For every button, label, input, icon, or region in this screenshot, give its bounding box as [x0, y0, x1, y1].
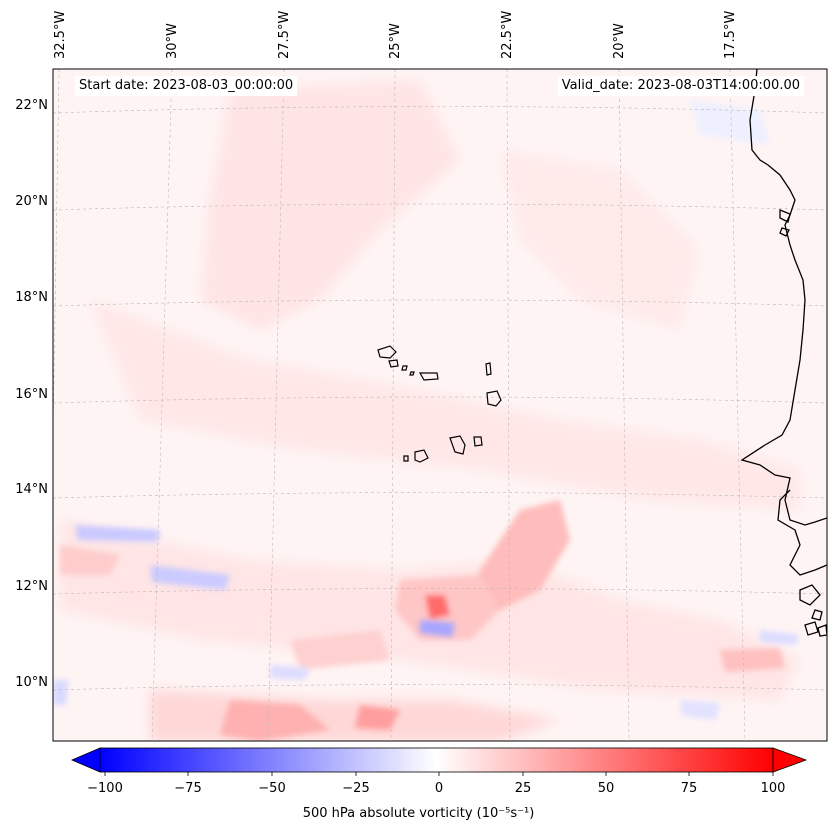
africa-coast [779, 209, 791, 223]
colorbar-tick-label: −50 [258, 781, 286, 796]
colorbar-tick-label: 25 [514, 781, 532, 796]
africa-coast [777, 489, 827, 576]
africa-coast [740, 69, 827, 526]
lat-label: 10°N [15, 675, 48, 690]
valid-date-label: Valid_date: 2023-08-03T14:00:00.00 [557, 76, 804, 96]
africa-coast [811, 609, 823, 621]
vorticity-negative [53, 680, 68, 705]
lon-label: 27.5°W [277, 10, 292, 59]
colorbar-tick-label: 75 [680, 781, 698, 796]
vorticity-negative [270, 665, 310, 680]
vorticity-negative [680, 700, 720, 720]
vorticity-positive [220, 700, 330, 741]
vorticity-band [90, 300, 800, 510]
vorticity-negative [150, 565, 230, 590]
cape-verde-islands [377, 345, 502, 463]
colorbar-tick-label: 0 [434, 781, 444, 796]
vorticity-negative [420, 620, 455, 637]
africa-coast [804, 621, 819, 636]
meridian [267, 69, 285, 741]
parallel [53, 492, 827, 499]
island [388, 359, 399, 368]
lat-label: 16°N [15, 387, 48, 402]
africa-coast [779, 227, 790, 237]
colorbar-tick-label: 50 [597, 781, 615, 796]
lat-label: 20°N [15, 194, 48, 209]
colorbar-low-extension [70, 747, 101, 773]
start-date-label: Start date: 2023-08-03_00:00:00 [75, 76, 298, 96]
vorticity-positive [290, 630, 390, 670]
lat-label: 18°N [15, 290, 48, 305]
parallel [53, 684, 827, 691]
island [418, 372, 439, 381]
island [485, 362, 492, 376]
coastline [740, 69, 827, 637]
colorbar-label: 500 hPa absolute vorticity (10⁻⁵s⁻¹) [302, 806, 535, 821]
africa-coast [799, 584, 821, 606]
colorbar-tick-label: −75 [174, 781, 202, 796]
island [377, 345, 397, 359]
colorbar [70, 747, 808, 776]
island [449, 435, 466, 455]
parallel [53, 588, 827, 595]
island [414, 449, 429, 463]
island [401, 365, 408, 371]
lon-label: 17.5°W [723, 10, 738, 59]
lon-label: 30°W [165, 23, 180, 59]
parallel [53, 106, 827, 114]
meridian [151, 69, 173, 741]
lon-label: 20°W [612, 23, 627, 59]
colorbar-body [99, 747, 774, 773]
map-frame [52, 68, 828, 742]
island [409, 371, 415, 376]
vorticity-band [200, 80, 460, 330]
graticule [53, 69, 827, 741]
colorbar-tick-label: 100 [760, 781, 786, 796]
vorticity-negative [690, 100, 770, 145]
island [473, 436, 483, 447]
colorbar-high-extension [772, 747, 808, 773]
lon-label: 22.5°W [500, 10, 515, 59]
parallel [53, 396, 827, 404]
meridian [618, 69, 630, 741]
vorticity-field [53, 69, 827, 741]
parallel [53, 203, 827, 211]
vorticity-positive [470, 500, 570, 610]
meridian [390, 69, 396, 741]
lat-label: 22°N [15, 98, 48, 113]
lat-label: 12°N [15, 579, 48, 594]
vorticity-negative [760, 630, 800, 645]
vorticity-positive [425, 595, 450, 620]
vorticity-positive [355, 705, 400, 730]
lon-label: 25°W [388, 23, 403, 59]
colorbar-tick-label: −100 [87, 781, 123, 796]
island [486, 390, 502, 407]
lat-label: 14°N [15, 482, 48, 497]
africa-coast [817, 624, 827, 637]
vorticity-negative [75, 525, 160, 542]
parallel [53, 299, 827, 307]
vorticity-band [500, 150, 700, 330]
lon-label: 32.5°W [53, 10, 68, 59]
island [403, 455, 409, 462]
vorticity-positive [720, 648, 785, 672]
vorticity-positive [60, 545, 120, 575]
meridian [729, 69, 746, 741]
colorbar-tick-label: −25 [342, 781, 370, 796]
meridian [506, 69, 511, 741]
